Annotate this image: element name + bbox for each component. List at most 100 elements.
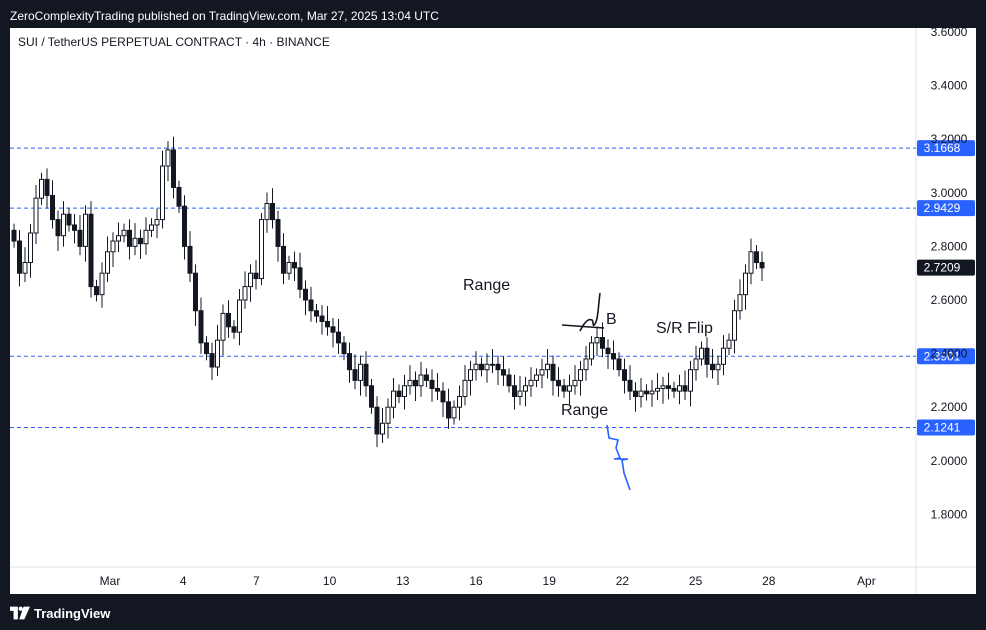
candle xyxy=(550,355,556,396)
candle-body xyxy=(512,385,517,397)
candle-body xyxy=(424,374,429,381)
candle-body xyxy=(286,261,292,274)
candle-body xyxy=(66,213,72,226)
candle xyxy=(297,252,303,299)
tradingview-logo-icon[interactable] xyxy=(10,606,30,620)
candle-body xyxy=(292,261,297,269)
chart-svg[interactable]: 3.1668 2.9429 2.3901 2.1241 3.6000 3.4000 3.20… xyxy=(10,28,976,594)
candle-body xyxy=(154,219,160,226)
candle xyxy=(61,201,66,247)
candle-body xyxy=(704,347,710,365)
candle xyxy=(127,219,132,260)
candle-body xyxy=(303,288,308,301)
candle xyxy=(402,374,407,410)
candle-body xyxy=(484,363,490,371)
candle xyxy=(666,372,671,400)
candle xyxy=(468,360,473,396)
candle xyxy=(39,172,44,205)
candle xyxy=(572,365,578,395)
publish-header: ZeroComplexityTrading published on Tradi… xyxy=(10,9,439,23)
candle xyxy=(11,223,17,248)
price-axis[interactable]: 3.1668 2.9429 2.3901 2.1241 3.6000 3.4000 3.20… xyxy=(917,28,975,521)
candle xyxy=(523,376,528,407)
candle xyxy=(77,215,83,256)
level-label-bg xyxy=(917,140,975,157)
candle-body xyxy=(248,272,253,288)
candle-body xyxy=(644,390,649,395)
candle-body xyxy=(462,379,468,397)
candle-body xyxy=(242,286,248,301)
candle-body xyxy=(308,299,314,312)
time-axis[interactable]: Mar 4 7 10 13 16 19 22 25 28 Apr xyxy=(100,574,876,588)
candle-body xyxy=(743,272,748,296)
candle xyxy=(506,368,512,393)
candle xyxy=(594,326,600,357)
level-label-bg xyxy=(917,419,975,436)
chart-panel[interactable]: 3.1668 2.9429 2.3901 2.1241 3.6000 3.4000 3.20… xyxy=(10,28,976,594)
candle-body xyxy=(671,387,677,392)
candle-body xyxy=(204,342,209,355)
annotation-range-top: Range xyxy=(463,277,510,294)
candle-body xyxy=(572,379,578,387)
tradingview-brand[interactable]: TradingView xyxy=(34,605,111,621)
level-label: 3.1668 xyxy=(924,141,961,155)
candle xyxy=(187,231,193,283)
candle-body xyxy=(589,342,594,360)
candle xyxy=(110,232,116,268)
candle xyxy=(193,264,198,326)
candle xyxy=(644,384,649,401)
candle xyxy=(655,373,660,400)
annotations: Range Range B S/R Flip xyxy=(463,277,713,491)
candle xyxy=(539,358,545,389)
x-tick-label: Apr xyxy=(857,574,876,588)
candle xyxy=(116,222,121,253)
candle-body xyxy=(699,347,704,360)
candle xyxy=(737,279,743,320)
candle-body xyxy=(110,240,116,253)
candle-body xyxy=(693,358,699,371)
candle-body xyxy=(561,385,567,392)
candle-body xyxy=(55,219,61,237)
candle-body xyxy=(451,406,457,419)
candle-body xyxy=(61,213,66,237)
candle-body xyxy=(83,213,88,247)
candle-body xyxy=(363,363,369,387)
candle xyxy=(138,229,143,259)
candle xyxy=(121,223,127,243)
candle xyxy=(732,299,737,354)
candle xyxy=(33,185,39,244)
candle-body xyxy=(275,219,281,247)
candle-body xyxy=(578,369,583,381)
candle xyxy=(165,141,171,182)
candle xyxy=(710,349,715,379)
candle-body xyxy=(622,369,627,381)
candle xyxy=(154,208,160,239)
level-label: 2.9429 xyxy=(924,201,961,215)
candle-body xyxy=(143,229,149,245)
candle-body xyxy=(550,363,556,381)
candle xyxy=(556,367,561,397)
candle-body xyxy=(264,203,270,221)
candle xyxy=(693,345,699,381)
y-tick-label: 2.6000 xyxy=(931,293,968,307)
candle xyxy=(380,408,385,443)
candle-body xyxy=(28,232,33,263)
x-tick-label: 28 xyxy=(762,574,776,588)
candle-body xyxy=(22,261,28,274)
x-tick-label: 13 xyxy=(396,574,410,588)
x-tick-label: 4 xyxy=(180,574,187,588)
level-label: 2.3901 xyxy=(924,349,961,363)
candle xyxy=(484,353,490,383)
candle xyxy=(303,280,308,316)
candle-body xyxy=(446,401,451,419)
candle xyxy=(743,264,748,310)
annotation-range-bottom: Range xyxy=(561,402,608,419)
candle xyxy=(374,396,380,448)
candle-body xyxy=(539,369,545,376)
candle xyxy=(352,354,358,390)
candle-body xyxy=(666,385,671,389)
candle xyxy=(99,262,105,308)
candle-body xyxy=(710,363,715,371)
candle-body xyxy=(149,224,154,231)
candle xyxy=(457,385,462,421)
